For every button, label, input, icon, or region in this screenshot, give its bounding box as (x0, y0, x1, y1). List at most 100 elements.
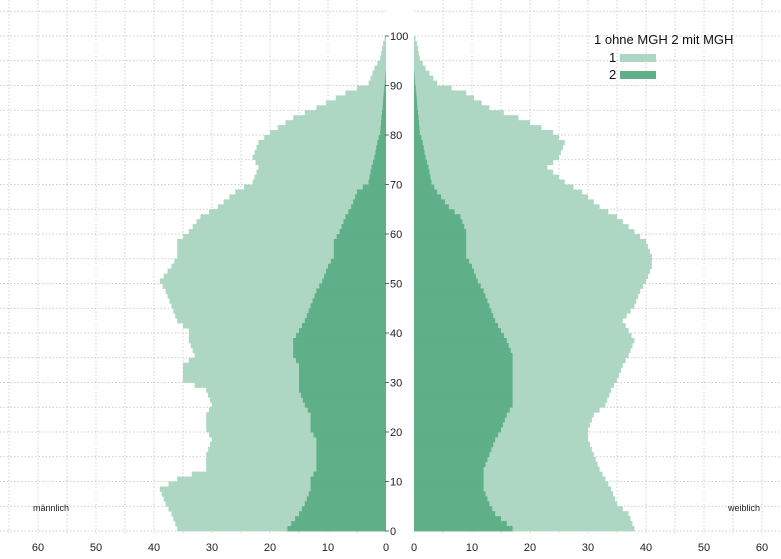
bar-age-34 (296, 357, 386, 364)
bar-age-70 (368, 179, 386, 185)
bar-age-64 (414, 209, 455, 215)
bar-age-90 (384, 80, 386, 86)
bar-age-11 (191, 471, 386, 477)
bar-age-32 (299, 367, 386, 373)
bar-age-55 (414, 253, 467, 260)
bar-age-14 (316, 456, 386, 463)
bar-age-46 (414, 298, 637, 304)
bar-age-0 (177, 526, 386, 532)
bar-age-15 (316, 451, 386, 458)
bar-age-37 (190, 342, 386, 349)
x-tick-label-left: 0 (383, 542, 389, 554)
age-tick-label: 60 (390, 229, 402, 241)
bar-age-96 (381, 50, 386, 57)
bar-age-3 (414, 511, 496, 517)
bar-age-95 (380, 55, 386, 62)
age-tick-label: 0 (390, 526, 396, 538)
bar-age-4 (414, 506, 623, 512)
x-tick-label-right: 10 (466, 542, 478, 554)
legend-swatch-1 (620, 54, 656, 62)
bar-age-13 (414, 461, 486, 468)
bar-age-93 (374, 65, 386, 72)
bar-age-86 (414, 100, 418, 106)
bar-age-83 (293, 115, 386, 121)
bar-age-70 (414, 179, 565, 185)
bar-age-9 (168, 481, 386, 487)
bar-age-61 (414, 224, 465, 230)
bar-age-80 (270, 130, 386, 136)
bar-age-18 (414, 436, 496, 443)
bar-age-2 (414, 516, 501, 522)
bar-age-57 (333, 243, 386, 250)
bar-age-94 (414, 60, 423, 67)
legend-label-1: 1 (609, 50, 616, 65)
bar-age-13 (414, 461, 598, 468)
bar-age-49 (319, 283, 386, 289)
bar-age-36 (192, 347, 386, 354)
bar-age-77 (414, 144, 424, 151)
bar-age-3 (171, 511, 386, 517)
bar-age-94 (377, 60, 386, 67)
bar-age-33 (414, 362, 623, 369)
bar-age-11 (414, 471, 603, 477)
bar-age-58 (414, 238, 467, 245)
x-tick-label-left: 60 (32, 542, 44, 554)
series-2-female (414, 70, 513, 532)
bar-age-23 (206, 412, 386, 418)
bar-age-83 (414, 115, 519, 121)
bar-age-31 (299, 372, 386, 378)
bar-age-8 (310, 486, 386, 492)
bar-age-50 (414, 278, 478, 284)
bar-age-87 (414, 95, 474, 101)
bar-age-24 (414, 407, 510, 413)
bar-age-73 (371, 164, 386, 171)
bar-age-65 (351, 204, 386, 210)
legend-header: 1 ohne MGH 2 mit MGH (594, 32, 733, 47)
bar-age-24 (209, 407, 386, 413)
bar-age-11 (414, 471, 484, 477)
bar-age-0 (414, 526, 513, 532)
bar-age-79 (414, 135, 559, 141)
center-age-band (387, 0, 414, 533)
bar-age-6 (306, 496, 386, 502)
bar-age-68 (357, 189, 386, 195)
bar-age-95 (414, 55, 420, 62)
bar-age-71 (414, 174, 559, 180)
bar-age-72 (414, 169, 430, 175)
bar-age-42 (304, 318, 386, 324)
bar-age-7 (308, 491, 386, 497)
bar-age-73 (414, 164, 548, 171)
x-tick-label-right: 0 (411, 542, 417, 554)
bar-age-30 (414, 377, 617, 383)
bar-age-99 (414, 36, 416, 42)
bar-age-80 (414, 130, 420, 136)
legend-label-2: 2 (609, 67, 616, 82)
bar-age-53 (414, 263, 652, 270)
bar-age-32 (414, 367, 621, 373)
bar-age-7 (414, 491, 614, 497)
bar-age-41 (414, 323, 626, 329)
x-tick-label-left: 20 (264, 542, 276, 554)
bar-age-67 (355, 194, 386, 200)
bar-age-69 (362, 184, 386, 190)
bar-age-14 (414, 456, 488, 463)
bar-age-74 (255, 159, 386, 166)
x-tick-label-left: 50 (90, 542, 102, 554)
age-tick-label: 80 (390, 130, 402, 142)
x-tick-label-right: 20 (524, 542, 536, 554)
bar-age-74 (414, 159, 554, 166)
bar-age-34 (414, 357, 626, 364)
bar-age-85 (414, 105, 418, 111)
bar-age-31 (414, 372, 513, 378)
bar-age-21 (414, 422, 503, 428)
bar-age-26 (210, 397, 386, 403)
bar-age-36 (293, 347, 386, 354)
bar-age-91 (370, 75, 386, 81)
bar-age-93 (414, 65, 426, 72)
bar-age-1 (414, 521, 633, 527)
bar-age-16 (414, 446, 592, 453)
bar-age-82 (285, 120, 386, 126)
bar-age-92 (414, 70, 430, 76)
